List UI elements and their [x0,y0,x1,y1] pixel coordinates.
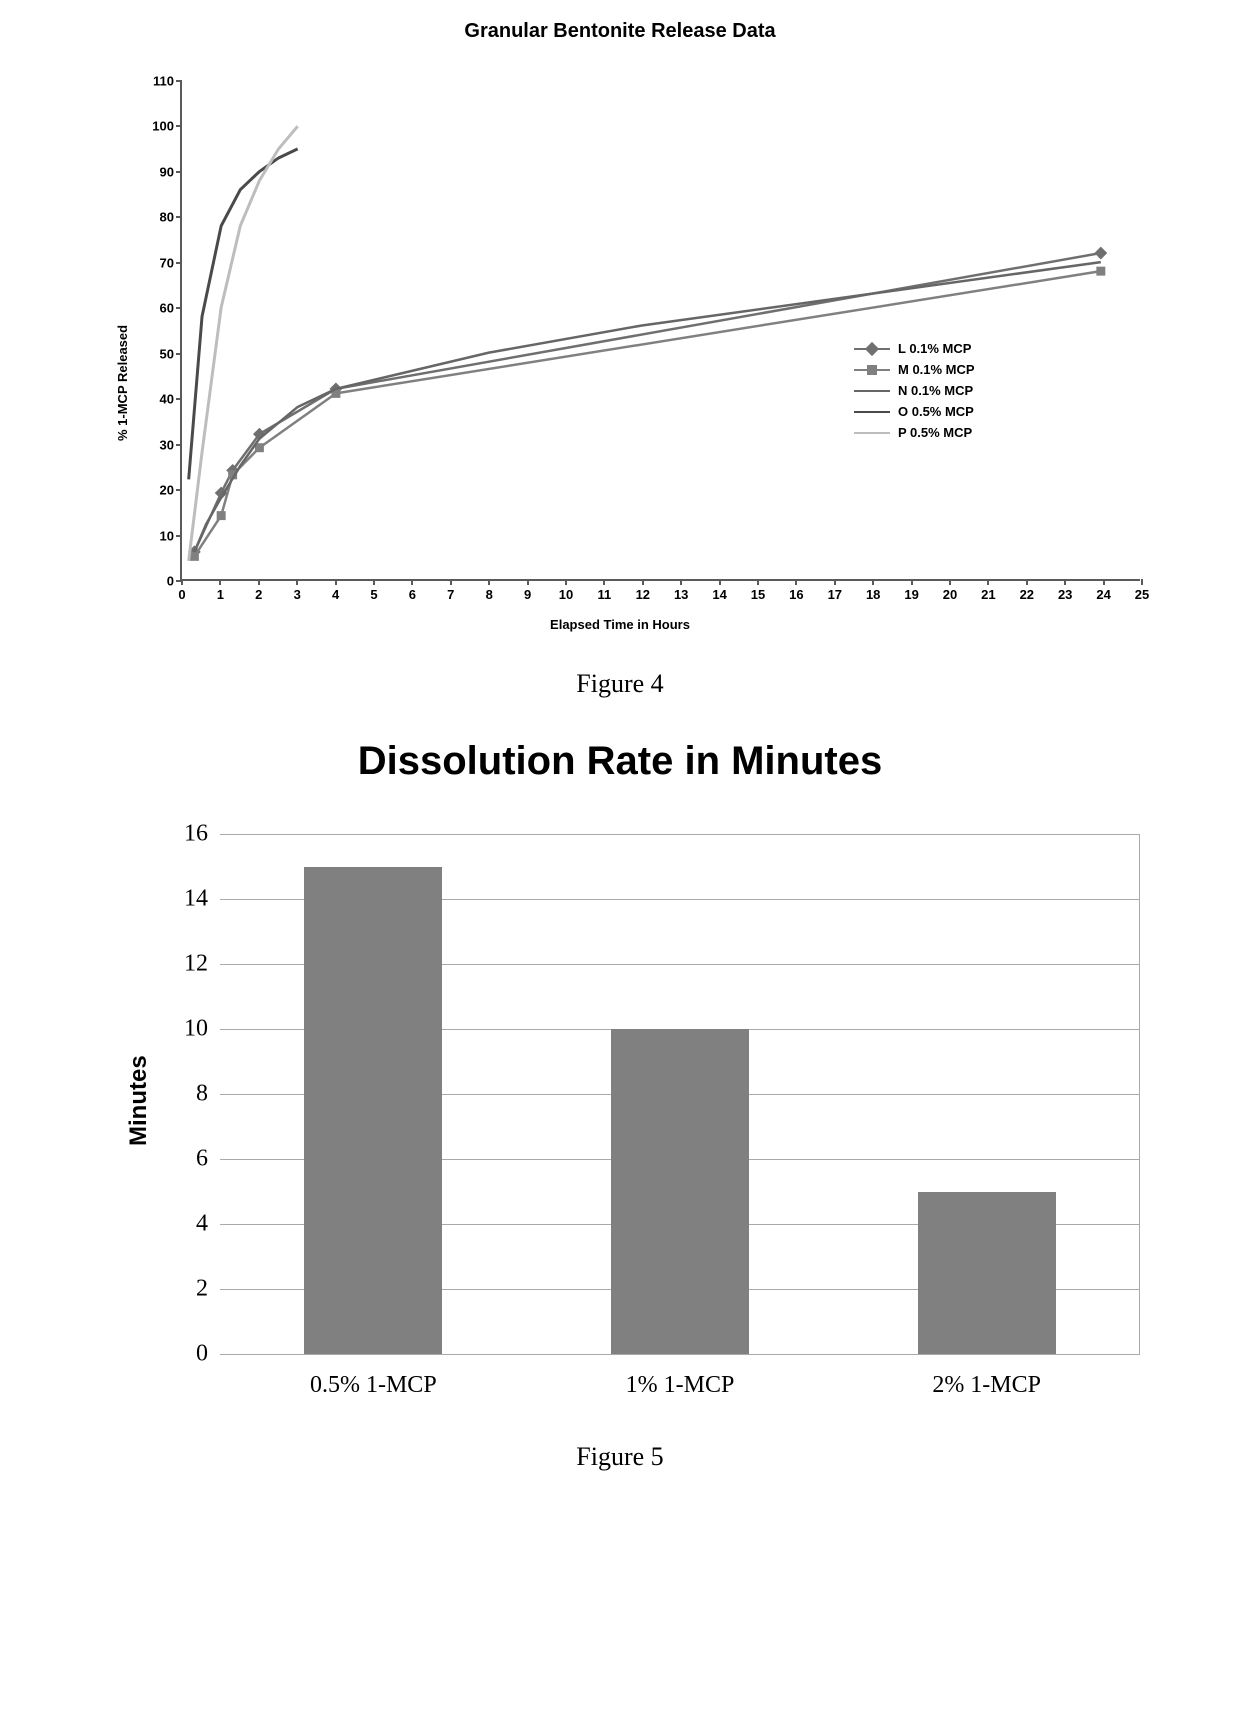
figure-4-svg [182,81,1140,579]
figure-4-legend: L 0.1% MCP M 0.1% MCP N 0.1% MCP O 0.5% MCP… [854,341,975,446]
figure-5-chart: 02468101214160.5% 1-MCP1% 1-MCP2% 1-MCP … [70,804,1170,1424]
figure-5-y-tick: 2 [196,1276,220,1303]
figure-4-y-axis-label: % 1-MCP Released [115,325,130,441]
figure-4-series-marker [217,511,226,520]
figure-5-caption: Figure 5 [20,1442,1220,1472]
figure-5-y-tick: 0 [196,1341,220,1368]
figure-5-y-axis-label: Minutes [125,1055,153,1146]
figure-4-legend-item: P 0.5% MCP [854,425,975,440]
figure-5-y-tick: 8 [196,1081,220,1108]
figure-4-legend-item: L 0.1% MCP [854,341,975,356]
figure-4-legend-label: N 0.1% MCP [898,383,973,398]
figure-4-plot-area: L 0.1% MCP M 0.1% MCP N 0.1% MCP O 0.5% MCP… [180,81,1140,581]
figure-5-plot-area: 02468101214160.5% 1-MCP1% 1-MCP2% 1-MCP [220,834,1140,1354]
figure-4-series-marker [1094,247,1107,260]
figure-5-y-tick: 14 [184,886,220,913]
figure-4-legend-item: N 0.1% MCP [854,383,975,398]
figure-4: Granular Bentonite Release Data L 0.1% M… [20,20,1220,699]
figure-4-chart: L 0.1% MCP M 0.1% MCP N 0.1% MCP O 0.5% MCP… [70,51,1170,651]
figure-4-legend-label: M 0.1% MCP [898,362,975,377]
figure-4-series-line [189,126,298,561]
figure-4-x-axis-label: Elapsed Time in Hours [550,617,690,632]
figure-4-caption: Figure 4 [20,669,1220,699]
figure-5-gridline [220,834,1140,835]
figure-5-bar [918,1192,1056,1355]
figure-4-legend-label: O 0.5% MCP [898,404,974,419]
figure-5-bar [611,1029,749,1354]
figure-5-y-tick: 6 [196,1146,220,1173]
figure-4-legend-label: P 0.5% MCP [898,425,972,440]
figure-4-legend-label: L 0.1% MCP [898,341,971,356]
figure-5-y-tick: 12 [184,951,220,978]
figure-5-category-label: 0.5% 1-MCP [310,1354,437,1399]
figure-4-legend-item: O 0.5% MCP [854,404,975,419]
figure-5-y-tick: 4 [196,1211,220,1238]
figure-5-y-tick: 10 [184,1016,220,1043]
figure-5-category-label: 2% 1-MCP [932,1354,1041,1399]
figure-5-bar [304,867,442,1355]
figure-5-y-tick: 16 [184,821,220,848]
figure-4-title: Granular Bentonite Release Data [20,20,1220,43]
figure-4-series-marker [1096,267,1105,276]
figure-5-title: Dissolution Rate in Minutes [20,739,1220,784]
figure-5: Dissolution Rate in Minutes 024681012141… [20,739,1220,1472]
figure-4-series-marker [190,552,199,561]
figure-4-legend-item: M 0.1% MCP [854,362,975,377]
figure-5-category-label: 1% 1-MCP [626,1354,735,1399]
